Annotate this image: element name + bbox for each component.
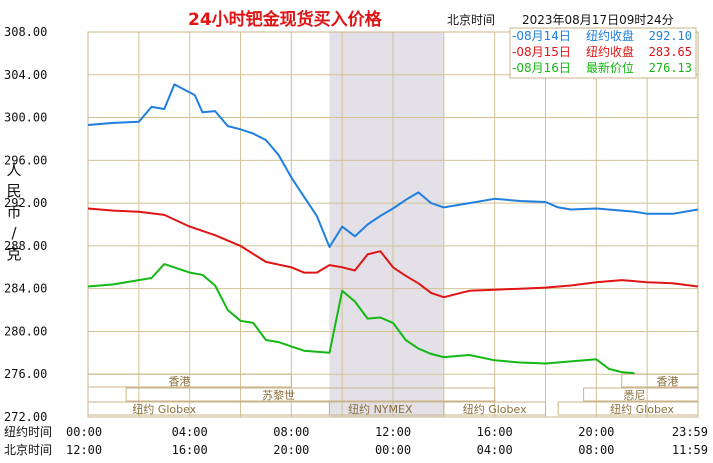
y-axis-label: 人民币 / 克 <box>6 161 21 263</box>
legend-item-name: -08月15日 <box>512 45 571 59</box>
legend-box <box>509 27 697 79</box>
nymex-session-shade <box>329 32 444 417</box>
x-label-ny: 纽约时间 <box>4 424 52 439</box>
session-band-label: 苏黎世 <box>262 388 295 402</box>
chart-title: 24小时钯金现货买入价格 <box>188 9 383 30</box>
legend-item-value: 276.13 <box>649 61 692 75</box>
x-tick-label-bj: 12:00 <box>66 443 102 457</box>
x-tick-label-bj: 11:59 <box>672 443 708 457</box>
legend-item-value: 283.65 <box>649 45 692 59</box>
session-band-label: 悉尼 <box>623 389 645 402</box>
legend-item-name: -08月14日 <box>512 29 571 43</box>
session-band-label: 纽约 Globex <box>610 402 674 416</box>
y-tick-label: 308.00 <box>4 25 47 39</box>
x-tick-label-bj: 04:00 <box>477 443 513 457</box>
series-line-2 <box>87 207 699 299</box>
y-tick-label: 288.00 <box>4 239 47 253</box>
y-axis-ticks: 308.00 304.00 300.00 296.00 292.00 288.00 284.… <box>4 25 47 424</box>
x-tick-label-ny: 20:00 <box>578 425 614 439</box>
x-tick-label-ny: 23:59 <box>672 425 708 439</box>
series-line-3 <box>87 263 635 375</box>
legend-item-value: 292.10 <box>649 29 692 43</box>
y-tick-label: 300.00 <box>4 111 47 125</box>
chart-subtitle: 北京时间 <box>447 13 495 27</box>
x-tick-label-ny: 16:00 <box>477 425 513 439</box>
session-band-label: 纽约 Globex <box>463 402 527 416</box>
legend-item-label: 纽约收盘 <box>586 28 634 43</box>
chart-timestamp: 2023年08月17日09时24分 <box>522 13 674 27</box>
y-axis-label-char: 民 <box>6 182 21 200</box>
x-tick-label-ny: 04:00 <box>172 425 208 439</box>
session-band-label: 香港 <box>657 375 679 388</box>
y-axis-label-char: 币 <box>6 203 21 221</box>
y-tick-label: 296.00 <box>4 153 47 167</box>
session-band-label: 纽约 Globex <box>132 402 196 416</box>
y-tick-label: 272.00 <box>4 410 47 424</box>
x-axis-ticks: 00:00 12:00 04:00 16:00 08:00 20:00 12:00 00:00… <box>66 425 708 457</box>
y-tick-label: 304.00 <box>4 68 47 82</box>
y-axis-label-char: 人 <box>6 161 21 179</box>
x-tick-label-ny: 12:00 <box>375 425 411 439</box>
series-group <box>87 83 699 375</box>
x-tick-label-bj: 08:00 <box>578 443 614 457</box>
x-tick-label-bj: 00:00 <box>375 443 411 457</box>
grid-lines <box>87 31 699 418</box>
session-band-label: 香港 <box>169 375 191 388</box>
legend-item-name: -08月16日 <box>512 61 571 75</box>
y-tick-label: 284.00 <box>4 282 47 296</box>
y-axis-label-char: 克 <box>6 245 21 263</box>
x-tick-label-ny: 08:00 <box>273 425 309 439</box>
legend-item-label: 最新价位 <box>586 60 634 75</box>
session-band-globex1 <box>87 401 330 416</box>
legend: -08月14日 纽约收盘 292.10-08月15日 纽约收盘 283.65-08月16… <box>509 27 697 79</box>
x-tick-label-ny: 00:00 <box>66 425 102 439</box>
legend-item-label: 纽约收盘 <box>586 44 634 59</box>
plot-frame <box>87 31 699 418</box>
y-tick-label: 292.00 <box>4 196 47 210</box>
x-tick-label-bj: 20:00 <box>273 443 309 457</box>
y-axis-label-char: / <box>11 224 17 242</box>
session-band-globex2 <box>443 401 547 416</box>
x-label-bj: 北京时间 <box>4 443 52 457</box>
y-tick-label: 280.00 <box>4 324 47 338</box>
x-tick-label-bj: 16:00 <box>172 443 208 457</box>
session-band-label: 纽约 NYMEX <box>348 402 413 416</box>
session-band-zurich <box>125 387 496 402</box>
y-tick-label: 276.00 <box>4 367 47 381</box>
series-line-1 <box>87 83 699 248</box>
